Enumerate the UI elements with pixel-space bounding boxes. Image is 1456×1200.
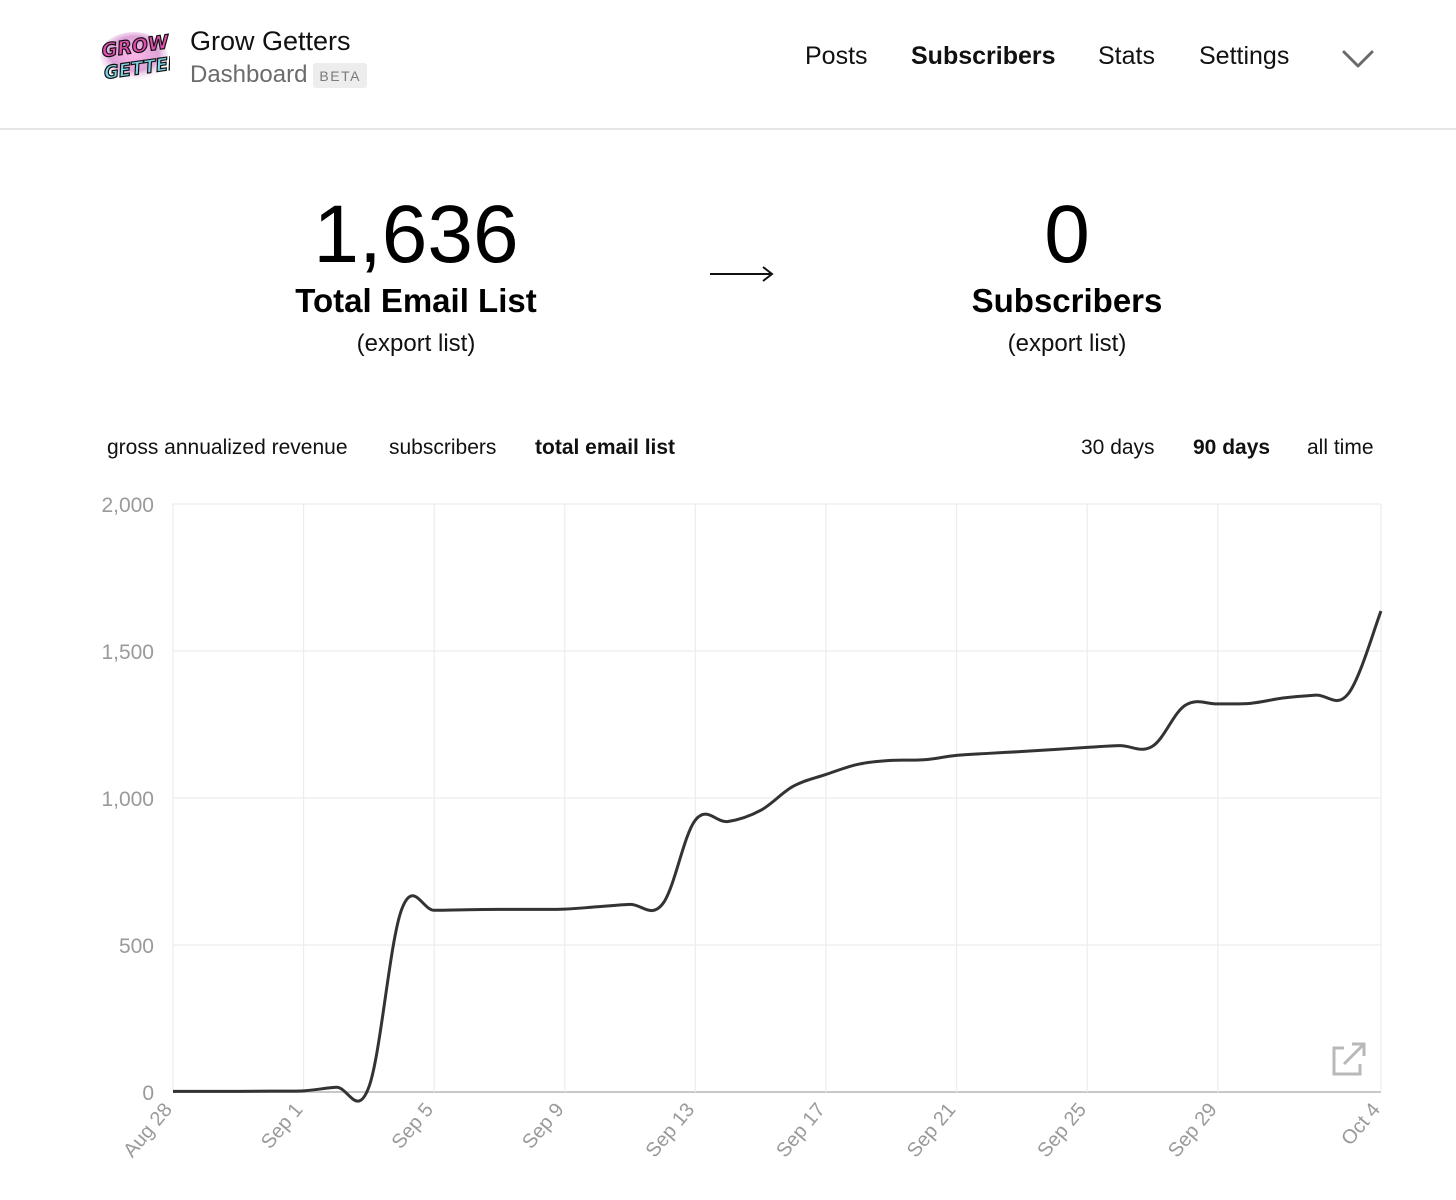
nav-posts[interactable]: Posts [805,42,868,70]
x-tick-label: Sep 1 [257,1099,307,1153]
y-tick-label: 500 [119,935,154,958]
x-tick-label: Sep 29 [1164,1099,1222,1162]
total-email-count: 1,636 [313,189,519,280]
subscribers-label: Subscribers [971,282,1163,319]
brand-title[interactable]: Grow Getters [190,26,351,56]
brand-subtitle: Dashboard BETA [190,61,367,89]
y-tick-label: 1,500 [101,641,154,664]
total-email-label: Total Email List [295,282,537,319]
range-30-days[interactable]: 30 days [1081,436,1155,459]
range-all-time[interactable]: all time [1307,436,1374,459]
tab-subscribers[interactable]: subscribers [389,436,497,459]
grow-getters-logo[interactable]: GROW GETTERS [96,30,197,86]
nav-subscribers[interactable]: Subscribers [911,42,1056,70]
y-tick-label: 0 [142,1082,154,1105]
subscribers-count: 0 [1044,189,1090,280]
top-header: GROW GETTERS Grow Getters Dashboard BETA… [0,0,1456,130]
y-tick-label: 1,000 [101,788,154,811]
tab-gross-annualized-revenue[interactable]: gross annualized revenue [107,436,348,459]
x-tick-label: Oct 4 [1337,1099,1385,1150]
nav-stats[interactable]: Stats [1098,42,1155,70]
beta-badge: BETA [313,62,367,88]
x-tick-label: Sep 9 [518,1099,568,1153]
series-line-total-email-list [173,610,1383,1103]
dashboard-label: Dashboard [190,61,308,88]
x-tick-label: Sep 13 [642,1099,700,1162]
tab-total-email-list[interactable]: total email list [535,436,676,459]
open-external-icon[interactable] [1330,1042,1368,1078]
x-tick-label: Sep 5 [388,1099,438,1153]
total-email-list-chart: 0 500 1,000 1,500 2,000 Aug 28 Sep 1 Sep 5 Sep 9… [101,494,1385,1162]
x-tick-label: Sep 17 [772,1099,830,1162]
x-tick-label: Aug 28 [119,1099,177,1162]
x-tick-label: Sep 21 [903,1099,961,1162]
arrow-right-icon [708,262,776,286]
x-tick-label: Sep 25 [1033,1099,1091,1162]
range-90-days[interactable]: 90 days [1193,436,1271,459]
export-subscribers-list-link[interactable]: (export list) [1007,330,1127,357]
chevron-down-icon[interactable] [1340,46,1376,72]
y-tick-label: 2,000 [101,494,154,517]
export-total-list-link[interactable]: (export list) [356,330,476,357]
nav-settings[interactable]: Settings [1199,42,1290,70]
